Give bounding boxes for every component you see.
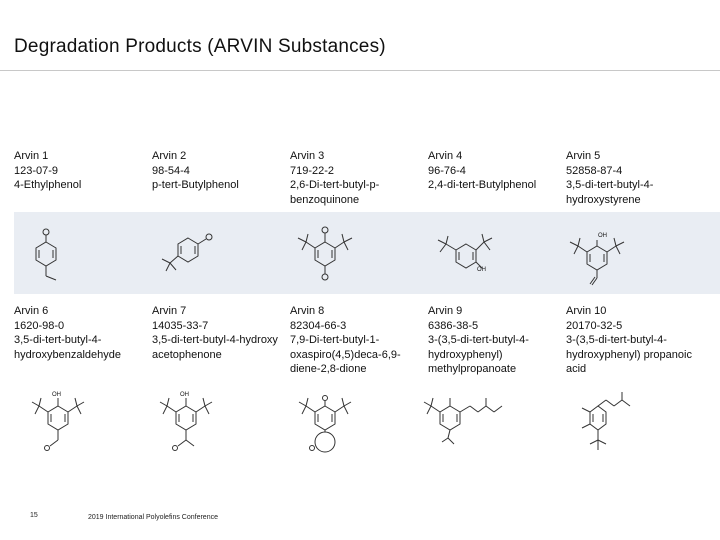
substance-cas: 52858-87-4 — [566, 164, 623, 177]
substance-cas: 719-22-2 — [290, 164, 335, 177]
atom-label-oh: OH — [477, 267, 486, 273]
atom-label-oh: OH — [52, 392, 61, 398]
substance-card-arvin-7: Arvin 7 14035-33-7 3,5-di-tert-butyl-4-h… — [152, 304, 278, 362]
title-divider — [0, 70, 720, 71]
substance-cas: 123-07-9 — [14, 164, 59, 177]
methylpropanoate-structure-icon — [420, 392, 510, 472]
ethylphenol-structure-icon — [26, 222, 116, 302]
substance-chemical-name: 3,5-di-tert-butyl-4-hydroxybenzaldehyde — [14, 334, 122, 361]
oxaspiro-structure-icon — [290, 390, 380, 470]
substance-cas: 14035-33-7 — [152, 319, 209, 332]
slide-title: Degradation Products (ARVIN Substances) — [14, 36, 386, 57]
substance-name: Arvin 7 — [152, 305, 187, 317]
substance-card-arvin-4: Arvin 4 96-76-4 2,4-di-tert-Butylphenol — [428, 149, 546, 193]
substance-card-arvin-8: Arvin 8 82304-66-3 7,9-Di-tert-butyl-1-o… — [290, 304, 418, 377]
substance-cas: 98-54-4 — [152, 164, 190, 177]
substance-name: Arvin 8 — [290, 305, 325, 317]
substance-card-arvin-1: Arvin 1 123-07-9 4-Ethylphenol — [14, 149, 144, 193]
substance-card-arvin-6: Arvin 6 1620-98-0 3,5-di-tert-butyl-4-hy… — [14, 304, 150, 362]
substance-card-arvin-2: Arvin 2 98-54-4 p-tert-Butylphenol — [152, 149, 282, 193]
substance-cas: 20170-32-5 — [566, 319, 623, 332]
substance-name: Arvin 1 — [14, 150, 49, 162]
substance-name: Arvin 9 — [428, 305, 463, 317]
substance-chemical-name: 2,4-di-tert-Butylphenol — [428, 179, 537, 191]
atom-label-oh: OH — [180, 392, 189, 398]
substance-card-arvin-10: Arvin 10 20170-32-5 3-(3,5-di-tert-butyl… — [566, 304, 692, 377]
propanoic-acid-structure-icon — [568, 388, 658, 468]
substance-cas: 1620-98-0 — [14, 319, 65, 332]
substance-name: Arvin 5 — [566, 150, 601, 162]
substance-card-arvin-9: Arvin 9 6386-38-5 3-(3,5-di-tert-butyl-4… — [428, 304, 556, 377]
substance-card-arvin-3: Arvin 3 719-22-2 2,6-Di-tert-butyl-p-ben… — [290, 149, 418, 207]
substance-chemical-name: 7,9-Di-tert-butyl-1-oxaspiro(4,5)deca-6,… — [290, 334, 401, 375]
substance-chemical-name: 2,6-Di-tert-butyl-p-benzoquinone — [290, 179, 380, 206]
hydroxybenzaldehyde-structure-icon — [26, 390, 116, 470]
footer-conference: 2019 International Polyolefins Conferenc… — [88, 514, 218, 521]
substance-name: Arvin 3 — [290, 150, 325, 162]
atom-label-oh: OH — [598, 233, 607, 239]
substance-cas: 82304-66-3 — [290, 319, 347, 332]
hydroxystyrene-structure-icon — [562, 230, 652, 310]
page-number: 15 — [30, 512, 38, 519]
substance-chemical-name: p-tert-Butylphenol — [152, 179, 239, 191]
substance-chemical-name: 3,5-di-tert-butyl-4-hydroxy acetophenone — [152, 334, 278, 361]
substance-chemical-name: 4-Ethylphenol — [14, 179, 82, 191]
substance-name: Arvin 2 — [152, 150, 187, 162]
substance-cas: 6386-38-5 — [428, 319, 479, 332]
structure-band-row-1 — [14, 212, 720, 294]
substance-chemical-name: 3,5-di-tert-butyl-4-hydroxystyrene — [566, 179, 654, 206]
substance-chemical-name: 3-(3,5-di-tert-butyl-4-hydroxyphenyl) me… — [428, 334, 529, 375]
substance-chemical-name: 3-(3,5-di-tert-butyl-4-hydroxyphenyl) pr… — [566, 334, 692, 375]
di-tert-butylphenol-structure-icon — [426, 228, 516, 308]
tert-butylphenol-structure-icon — [154, 226, 244, 306]
substance-name: Arvin 6 — [14, 305, 49, 317]
substance-name: Arvin 4 — [428, 150, 463, 162]
benzoquinone-structure-icon — [290, 222, 380, 302]
hydroxyacetophenone-structure-icon — [152, 390, 242, 470]
substance-card-arvin-5: Arvin 5 52858-87-4 3,5-di-tert-butyl-4-h… — [566, 149, 686, 207]
substance-cas: 96-76-4 — [428, 164, 466, 177]
substance-name: Arvin 10 — [566, 305, 607, 317]
